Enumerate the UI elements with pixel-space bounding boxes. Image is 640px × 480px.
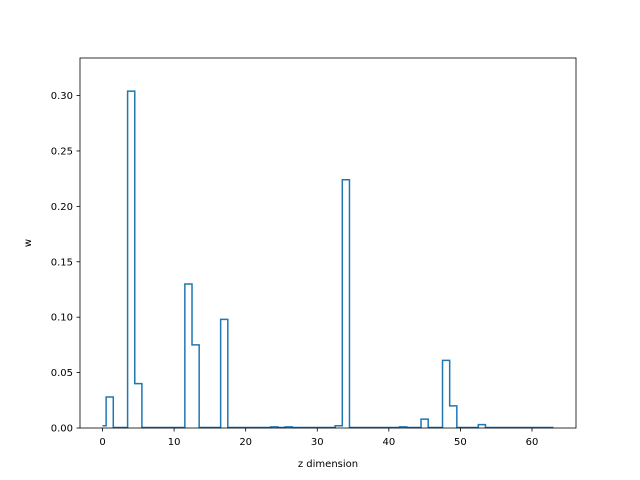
- series-step-line: [102, 90, 554, 429]
- y-tick-label: 0.30: [51, 91, 73, 102]
- x-tick-label: 0: [99, 437, 105, 448]
- x-axis-label: z dimension: [298, 459, 358, 470]
- x-tick-label: 40: [382, 437, 395, 448]
- x-tick-label: 60: [526, 437, 539, 448]
- x-axis-ticks: 0 10 20 30 40 50 60: [99, 428, 538, 448]
- y-tick-label: 0.15: [51, 257, 73, 268]
- y-tick-label: 0.20: [51, 202, 73, 213]
- axes-frame: [79, 57, 577, 429]
- x-tick-label: 10: [168, 437, 181, 448]
- x-tick-label: 50: [454, 437, 467, 448]
- x-tick-label: 20: [239, 437, 252, 448]
- y-tick-label: 0.10: [51, 313, 73, 324]
- plot-area: [102, 90, 554, 429]
- y-tick-label: 0.00: [51, 424, 73, 435]
- y-tick-label: 0.05: [51, 368, 73, 379]
- y-axis-ticks: 0.00 0.05 0.10 0.15 0.20 0.25 0.30: [51, 91, 80, 435]
- y-tick-label: 0.25: [51, 146, 73, 157]
- x-tick-label: 30: [311, 437, 324, 448]
- y-axis-label: w: [23, 239, 34, 247]
